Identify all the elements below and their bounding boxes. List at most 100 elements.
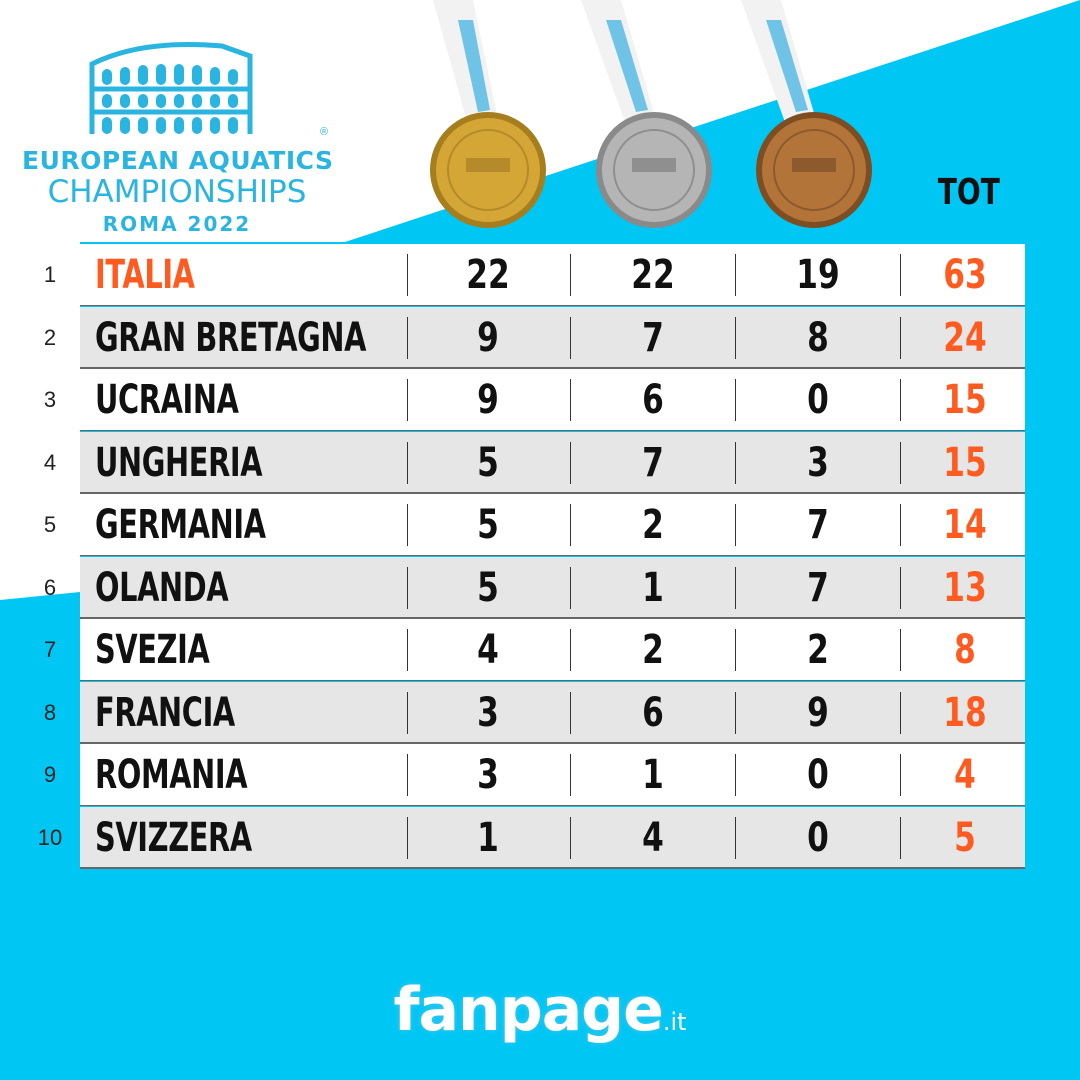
silver-count: 2 [642, 502, 664, 548]
bronze-count: 9 [807, 689, 829, 736]
gold-count: 9 [477, 377, 499, 423]
total-count: 24 [943, 314, 987, 361]
bronze-count: 0 [807, 752, 829, 798]
country-name: GERMANIA [95, 502, 266, 548]
table-row: 3 UCRAINA 9 6 0 15 [0, 369, 1080, 431]
gold-count: 5 [477, 502, 499, 548]
column-divider [570, 816, 571, 859]
country-name: ITALIA [95, 252, 195, 298]
column-divider [735, 379, 736, 421]
column-divider [407, 254, 408, 296]
row-background [80, 369, 1025, 431]
silver-count: 6 [642, 377, 664, 423]
rank: 4 [43, 449, 57, 475]
country-name: OLANDA [95, 564, 229, 611]
bronze-count: 0 [807, 377, 829, 423]
championship-logo: ® EUROPEAN AQUATICS CHAMPIONSHIPS ROMA 2… [22, 34, 334, 236]
country-name: GRAN BRETAGNA [95, 314, 367, 361]
row-divider [80, 429, 1025, 431]
column-divider [570, 316, 571, 359]
total-count: 8 [954, 627, 976, 673]
column-divider [570, 504, 571, 546]
table-row: 5 GERMANIA 5 2 7 14 [0, 494, 1080, 556]
column-divider [407, 629, 408, 671]
country-name: SVEZIA [95, 627, 210, 673]
gold-count: 3 [477, 689, 499, 736]
table-row: 1 ITALIA 22 22 19 63 [0, 244, 1080, 306]
row-background [80, 431, 1025, 494]
column-divider [735, 629, 736, 671]
silver-count: 22 [631, 252, 675, 298]
gold-count: 1 [477, 814, 499, 861]
country-name: UNGHERIA [95, 439, 263, 486]
total-count: 5 [954, 814, 976, 861]
country-name: UCRAINA [95, 377, 239, 423]
row-background [80, 556, 1025, 619]
total-header: TOT [937, 172, 1000, 213]
total-count: 4 [954, 752, 976, 798]
row-divider [80, 367, 1025, 369]
column-divider [735, 441, 736, 484]
bronze-count: 3 [807, 439, 829, 486]
row-background [80, 806, 1025, 869]
gold-count: 4 [477, 627, 499, 673]
gold-count: 5 [477, 439, 499, 486]
column-divider [570, 629, 571, 671]
column-divider [900, 629, 901, 671]
gold-count: 3 [477, 752, 499, 798]
rank: 1 [43, 262, 57, 287]
gold-medal-icon [430, 0, 546, 228]
column-divider [407, 566, 408, 609]
bronze-count: 7 [807, 502, 829, 548]
column-divider [735, 566, 736, 609]
row-background [80, 494, 1025, 556]
column-divider [407, 504, 408, 546]
bronze-count: 7 [807, 564, 829, 611]
table-row: 7 SVEZIA 4 2 2 8 [0, 619, 1080, 681]
row-divider [80, 304, 1025, 306]
column-divider [735, 316, 736, 359]
column-divider [900, 441, 901, 484]
total-count: 14 [943, 502, 987, 548]
column-divider [900, 254, 901, 296]
column-divider [735, 254, 736, 296]
brand-suffix: .it [662, 1008, 687, 1036]
row-background [80, 744, 1025, 806]
rank: 2 [43, 324, 57, 350]
total-count: 13 [943, 564, 987, 611]
table-row: 9 ROMANIA 3 1 0 4 [0, 744, 1080, 806]
table-row: 10 SVIZZERA 1 4 0 5 [0, 806, 1080, 869]
logo-line-1: EUROPEAN AQUATICS [22, 146, 334, 175]
column-divider [735, 504, 736, 546]
logo-line-3: ROMA 2022 [102, 212, 252, 236]
total-count: 63 [943, 252, 987, 298]
brand-name: fanpage [393, 975, 663, 1045]
column-divider [735, 691, 736, 734]
row-background [80, 681, 1025, 744]
rank: 6 [43, 574, 57, 600]
row-divider [80, 804, 1025, 806]
silver-count: 7 [642, 439, 664, 486]
silver-count: 1 [642, 752, 664, 798]
silver-count: 7 [642, 314, 664, 361]
column-divider [900, 379, 901, 421]
column-divider [407, 754, 408, 796]
column-divider [570, 254, 571, 296]
rank: 3 [43, 387, 57, 412]
country-name: SVIZZERA [95, 814, 252, 861]
silver-count: 6 [642, 689, 664, 736]
column-divider [570, 691, 571, 734]
silver-count: 2 [642, 627, 664, 673]
gold-count: 22 [466, 252, 510, 298]
column-divider [407, 691, 408, 734]
row-background [80, 619, 1025, 681]
rank: 5 [43, 512, 57, 537]
column-divider [407, 441, 408, 484]
country-name: FRANCIA [95, 689, 235, 736]
bronze-medal-icon [741, 0, 872, 228]
rank: 10 [37, 824, 63, 850]
column-divider [570, 566, 571, 609]
rank: 8 [43, 699, 57, 725]
total-count: 15 [943, 377, 987, 423]
column-divider [407, 316, 408, 359]
